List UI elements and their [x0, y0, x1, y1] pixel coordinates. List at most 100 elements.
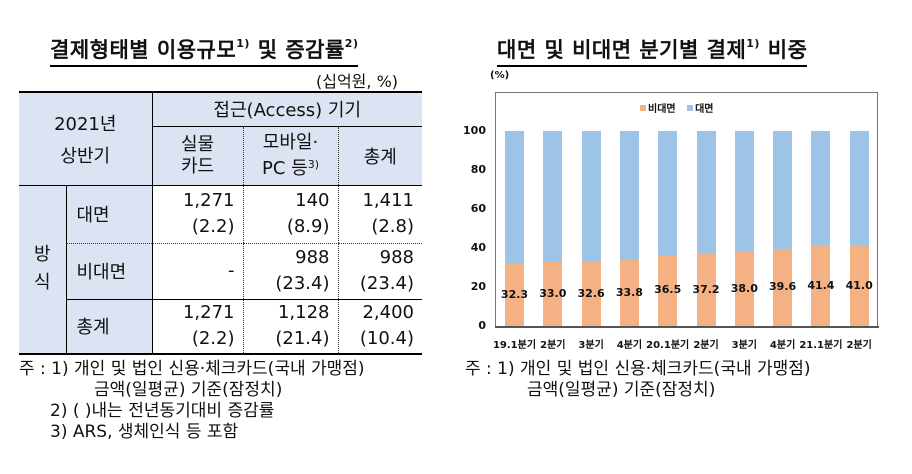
x-tick-label: 2분기 — [846, 340, 872, 351]
table-row: 총계 1,271 (2.2) 1,128 (21.4) 2,400 (10.4) — [19, 299, 422, 355]
bar-value-label: 36.5 — [654, 283, 682, 297]
stacked-bar: 38.0 — [731, 131, 758, 326]
stacked-bar: 41.0 — [846, 131, 873, 326]
chart-legend: 비대면 대면 — [640, 100, 714, 115]
cell-physical: - — [151, 243, 243, 300]
y-tick-label: 20 — [470, 280, 486, 293]
table-notes: 주 : 1) 개인 및 법인 신용·체크카드(국내 가맹점) 금액(일평균) 기… — [19, 359, 365, 443]
row-group-text: 식 — [33, 272, 51, 294]
cell-mobile: 140 (8.9) — [242, 185, 338, 244]
legend-label: 비대면 — [648, 104, 676, 115]
col-header-text: 카드 — [180, 155, 215, 177]
x-tick-label: 20.1분기 — [646, 340, 690, 351]
table-title-text-2: 및 증감률 — [249, 38, 345, 62]
bar-value-label: 39.6 — [769, 280, 797, 294]
stacked-bar: 33.8 — [616, 131, 643, 326]
cell-physical: 1,271 (2.2) — [151, 185, 243, 244]
note-1-cont: 금액(일평균) 기준(잠정치) — [94, 380, 283, 400]
row-label: 대면 — [65, 185, 152, 244]
x-tick-label: 2분기 — [693, 340, 719, 351]
bar-value-label: 33.0 — [539, 286, 567, 300]
chart-notes: 주 : 1) 개인 및 법인 신용·체크카드(국내 가맹점) 금액(일평균) 기… — [465, 359, 811, 401]
bar-segment-nonfacetoface — [696, 253, 716, 326]
bar-segment-nonfacetoface — [505, 263, 524, 326]
footnote-ref: 2) — [344, 37, 359, 50]
table-row: 방 식 대면 1,271 (2.2) 140 (8.9) 1,411 (2.8) — [19, 185, 422, 355]
bar-segment-nonfacetoface — [581, 262, 601, 326]
x-tick-label: 19.1분기 — [492, 340, 537, 351]
bar-segment-facetoface — [543, 131, 563, 262]
stacked-bar: 32.3 — [501, 131, 528, 326]
bar-value-label: 38.0 — [730, 281, 758, 295]
bar-segment-facetoface — [849, 131, 869, 247]
y-tick-label: 0 — [478, 319, 486, 332]
y-tick-label: 60 — [470, 202, 486, 215]
bar-segment-facetoface — [581, 131, 601, 263]
row-label: 비대면 — [65, 243, 152, 300]
note-2: 2) ( )내는 전년동기대비 증감률 — [50, 401, 275, 421]
payment-volume-table: 2021년 상반기 접근(Access) 기기 실물 카드 모바일· PC 등3… — [19, 91, 422, 355]
table-title: 결제형태별 이용규모1) 및 증감률2) — [50, 34, 359, 67]
col-header-mobile-pc: 모바일· PC 등3) — [242, 126, 338, 186]
bar-segment-facetoface — [734, 131, 754, 252]
bar-segment-nonfacetoface — [849, 246, 869, 326]
access-device-header: 접근(Access) 기기 — [151, 91, 422, 127]
bar-segment-facetoface — [505, 131, 524, 263]
bar-segment-facetoface — [658, 131, 678, 255]
bar-value-label: 37.2 — [692, 282, 720, 296]
y-tick-label: 40 — [470, 241, 486, 254]
note-1-cont: 금액(일평균) 기준(잠정치) — [527, 380, 716, 400]
bar-value-label: 32.3 — [500, 287, 529, 301]
col-header-text: PC 등 — [261, 157, 308, 179]
cell-total: 1,411 (2.8) — [337, 185, 422, 244]
footnote-ref: 1) — [236, 37, 250, 50]
table-row: 비대면 - 988 (23.4) 988 (23.4) — [19, 243, 422, 300]
bar-value-label: 41.4 — [807, 278, 835, 292]
bar-segment-facetoface — [619, 131, 639, 261]
bar-segment-nonfacetoface — [811, 245, 831, 326]
stacked-bar: 33.0 — [539, 131, 566, 326]
col-header-total: 총계 — [337, 126, 422, 186]
stacked-bar: 36.5 — [654, 131, 681, 326]
cell-total: 2,400 (10.4) — [337, 299, 422, 355]
bar-segment-nonfacetoface — [619, 260, 639, 326]
bar-segment-facetoface — [811, 131, 831, 246]
row-label: 총계 — [65, 299, 152, 355]
note-1: 주 : 1) 개인 및 법인 신용·체크카드(국내 가맹점) — [465, 359, 811, 379]
bar-segment-nonfacetoface — [658, 254, 678, 326]
chart-title-text-2: 비중 — [759, 38, 808, 62]
table-title-text: 결제형태별 이용규모 — [50, 38, 237, 62]
corner-year: 2021년 — [54, 113, 117, 135]
x-tick-label: 21.1분기 — [799, 340, 843, 351]
x-tick-label: 3분기 — [731, 340, 757, 351]
cell-mobile: 1,128 (21.4) — [242, 299, 338, 355]
bar-segment-nonfacetoface — [734, 251, 754, 326]
footnote-ref: 3) — [307, 157, 319, 171]
stacked-bar: 37.2 — [692, 131, 720, 326]
col-header-physical-card: 실물 카드 — [151, 126, 243, 186]
col-header-text: 모바일· — [262, 131, 319, 153]
legend-label: 대면 — [695, 104, 714, 115]
bar-segment-facetoface — [773, 131, 793, 249]
bar-value-label: 33.8 — [615, 286, 643, 300]
cell-total: 988 (23.4) — [337, 243, 422, 300]
bar-value-label: 41.0 — [845, 279, 873, 293]
y-tick-label: 100 — [463, 124, 486, 137]
bar-value-label: 32.6 — [577, 287, 605, 301]
note-1: 주 : 1) 개인 및 법인 신용·체크카드(국내 가맹점) — [19, 359, 365, 379]
y-tick-label: 80 — [470, 163, 486, 176]
table-corner-header: 2021년 상반기 — [19, 91, 152, 186]
stacked-bar: 39.6 — [769, 131, 796, 326]
y-axis-unit: (%) — [490, 70, 510, 81]
x-tick-label: 4분기 — [769, 340, 796, 351]
x-axis-line — [495, 326, 879, 328]
bar-segment-facetoface — [696, 131, 716, 254]
chart-title: 대면 및 비대면 분기별 결제1) 비중 — [497, 34, 808, 67]
unit-label: (십억원, %) — [316, 72, 399, 91]
stacked-bar-chart — [495, 92, 878, 327]
bar-segment-nonfacetoface — [543, 261, 563, 326]
x-tick-label: 2분기 — [540, 340, 566, 351]
stacked-bar: 32.6 — [578, 131, 605, 326]
corner-half: 상반기 — [60, 145, 111, 167]
col-header-text: 실물 — [180, 133, 215, 155]
